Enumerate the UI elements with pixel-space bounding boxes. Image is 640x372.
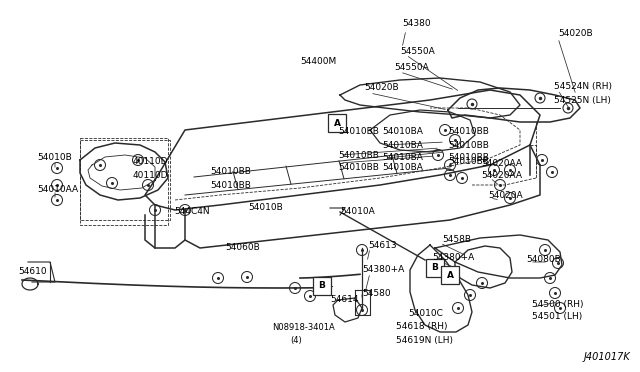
FancyBboxPatch shape (328, 114, 346, 132)
Text: J401017K: J401017K (583, 352, 630, 362)
Text: 54010AA: 54010AA (37, 185, 78, 193)
Text: 54020AA: 54020AA (481, 158, 522, 167)
Text: 54010A: 54010A (340, 206, 375, 215)
Text: 54010BB: 54010BB (210, 167, 251, 176)
Text: 54525N (LH): 54525N (LH) (554, 96, 611, 105)
Text: 40110D: 40110D (133, 170, 168, 180)
Text: 54524N (RH): 54524N (RH) (554, 83, 612, 92)
Text: (4): (4) (290, 336, 301, 344)
Text: 54060B: 54060B (225, 244, 260, 253)
Text: 54010BB: 54010BB (338, 151, 379, 160)
Text: 54010C: 54010C (408, 308, 443, 317)
FancyBboxPatch shape (426, 259, 444, 277)
Text: 54010B: 54010B (248, 203, 283, 212)
Text: 54400M: 54400M (300, 58, 336, 67)
Text: 54550A: 54550A (394, 64, 429, 73)
Text: 54010BB: 54010BB (210, 182, 251, 190)
Text: 54010BB: 54010BB (448, 154, 489, 163)
Text: 54580: 54580 (362, 289, 390, 298)
Text: 54010B: 54010B (37, 153, 72, 161)
Text: B: B (319, 282, 325, 291)
Text: 54020B: 54020B (558, 29, 593, 38)
Text: 54010BA: 54010BA (382, 164, 423, 173)
Text: 54020A: 54020A (488, 190, 523, 199)
Text: A: A (447, 270, 454, 279)
Text: 54010BA: 54010BA (382, 128, 423, 137)
Text: 54020AA: 54020AA (481, 170, 522, 180)
Text: 54618 (RH): 54618 (RH) (396, 321, 447, 330)
Text: 40110D: 40110D (133, 157, 168, 167)
Text: 54010BB: 54010BB (448, 141, 489, 150)
Text: 54613: 54613 (368, 241, 397, 250)
Text: 54010BA: 54010BA (382, 154, 423, 163)
Text: 54010BB: 54010BB (338, 164, 379, 173)
Text: B: B (431, 263, 438, 273)
Text: 54501 (LH): 54501 (LH) (532, 312, 582, 321)
Text: 54010BA: 54010BA (382, 141, 423, 150)
Text: 544C4N: 544C4N (174, 206, 210, 215)
Text: 54010BB: 54010BB (338, 128, 379, 137)
Text: 54619N (LH): 54619N (LH) (396, 336, 453, 344)
Text: 54010BB: 54010BB (448, 128, 489, 137)
Text: 54010BB: 54010BB (448, 157, 489, 167)
FancyBboxPatch shape (313, 277, 331, 295)
Text: 54500 (RH): 54500 (RH) (532, 299, 584, 308)
Text: 54380: 54380 (402, 19, 431, 29)
Text: 54380+A: 54380+A (432, 253, 474, 262)
Text: 54550A: 54550A (400, 46, 435, 55)
FancyBboxPatch shape (441, 266, 459, 284)
Text: 54080B: 54080B (526, 256, 561, 264)
Text: 5458B: 5458B (442, 235, 471, 244)
Text: 54020B: 54020B (364, 83, 399, 93)
Text: 54610: 54610 (18, 266, 47, 276)
Text: N08918-3401A: N08918-3401A (272, 323, 335, 331)
Text: A: A (333, 119, 340, 128)
Text: 54614: 54614 (330, 295, 358, 305)
Text: 54380+A: 54380+A (362, 266, 404, 275)
